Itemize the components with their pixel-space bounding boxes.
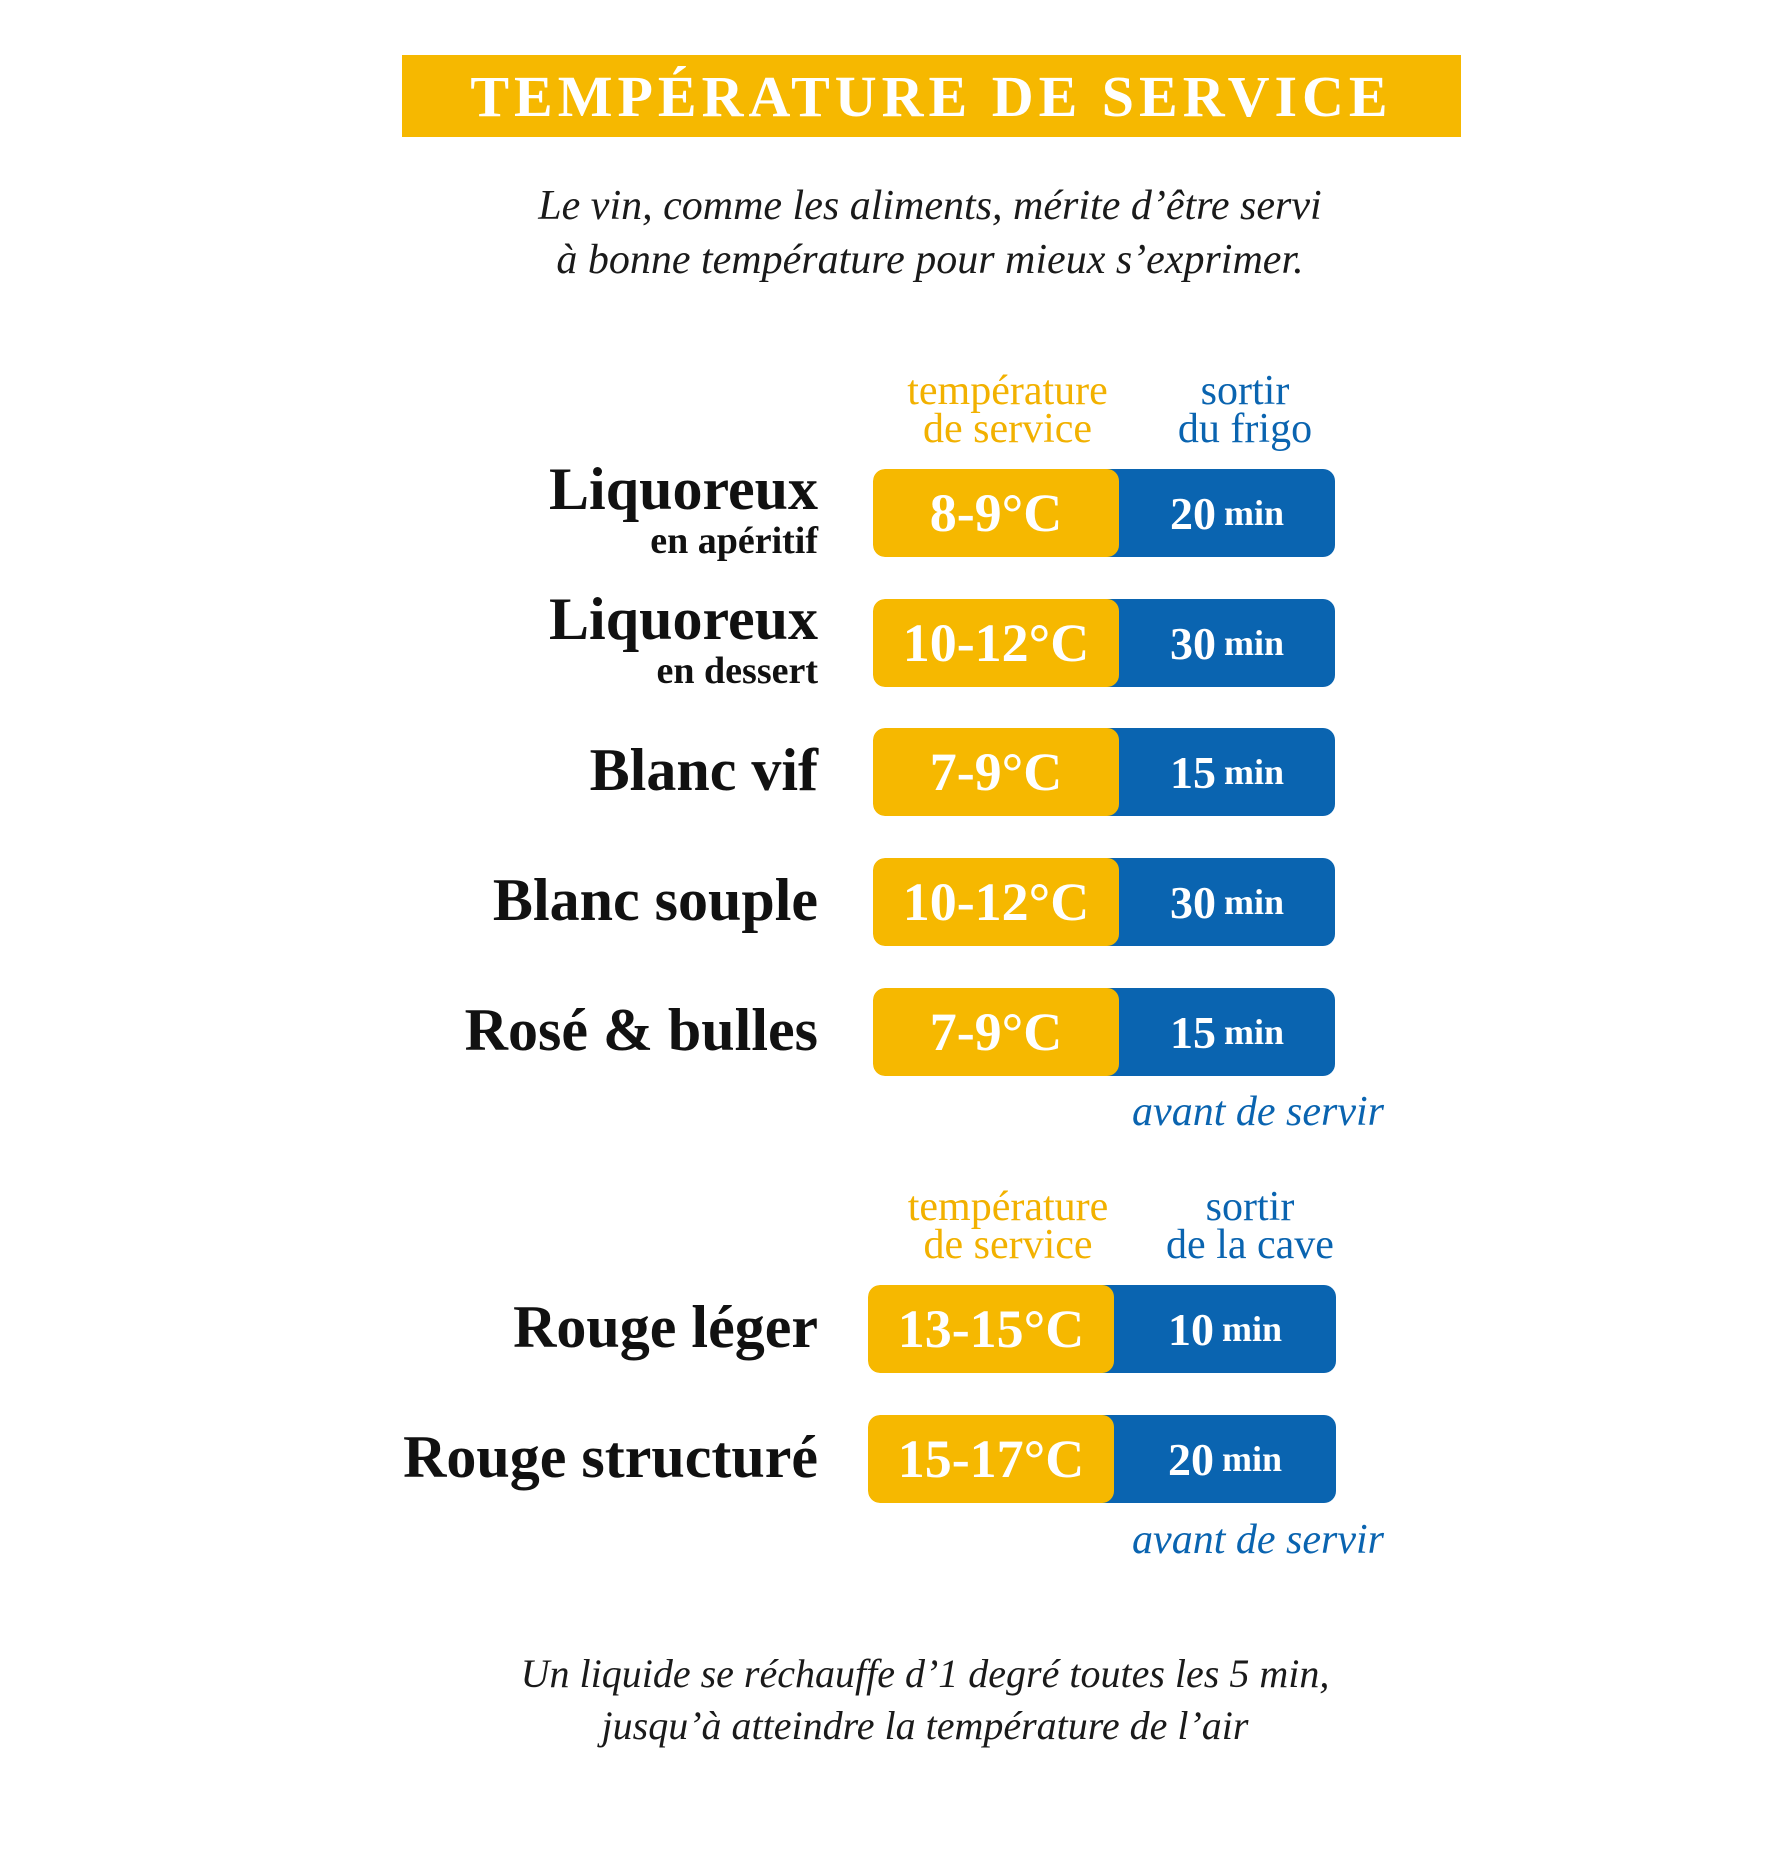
header-time-2: sortir de la cave	[1140, 1184, 1360, 1268]
wait-time: 30 min	[1107, 858, 1335, 946]
wait-time-value: 15	[1169, 746, 1216, 798]
wine-subtitle: en dessert	[656, 650, 818, 692]
wine-label: Liquoreux en apéritif	[200, 457, 818, 561]
wine-name: Rouge structuré	[403, 1424, 818, 1490]
header-temperature-2: température de service	[868, 1184, 1148, 1268]
page-title: TEMPÉRATURE DE SERVICE	[470, 63, 1393, 129]
footer-line-1: Un liquide se réchauffe d’1 degré toutes…	[520, 1651, 1330, 1696]
wait-time-unit: min	[1223, 493, 1284, 533]
wine-label: Rosé & bulles	[200, 998, 818, 1062]
wine-name: Rouge léger	[513, 1294, 818, 1360]
title-banner: TEMPÉRATURE DE SERVICE	[402, 55, 1461, 137]
header-time-line2: du frigo	[1177, 406, 1313, 452]
wait-time: 20 min	[1107, 469, 1335, 557]
temperature-pill: 15-17°C 20 min	[868, 1415, 1336, 1503]
temperature-pill: 13-15°C 10 min	[868, 1285, 1336, 1373]
wine-label: Blanc vif	[200, 738, 818, 802]
service-temperature: 10-12°C	[873, 858, 1119, 946]
intro-line-1: Le vin, comme les aliments, mérite d’êtr…	[538, 183, 1322, 229]
wait-time-value: 30	[1169, 876, 1216, 928]
wait-time-value: 20	[1169, 487, 1216, 539]
wine-subtitle: en apéritif	[650, 520, 818, 562]
wait-time-value: 10	[1167, 1303, 1214, 1355]
wait-time: 20 min	[1102, 1415, 1336, 1503]
wait-time: 15 min	[1107, 988, 1335, 1076]
intro-line-2: à bonne température pour mieux s’exprime…	[556, 237, 1304, 283]
temperature-pill: 7-9°C 15 min	[873, 728, 1335, 816]
wait-time: 30 min	[1107, 599, 1335, 687]
header-temperature-line2: de service	[923, 1222, 1093, 1268]
header-time-line2: de la cave	[1166, 1222, 1334, 1268]
wait-time: 10 min	[1102, 1285, 1336, 1373]
wine-name: Rosé & bulles	[464, 997, 818, 1063]
wine-label: Liquoreux en dessert	[200, 587, 818, 691]
wait-time-unit: min	[1221, 1309, 1282, 1349]
header-time: sortir du frigo	[1150, 368, 1340, 452]
wait-time-unit: min	[1223, 752, 1284, 792]
wait-time-unit: min	[1223, 882, 1284, 922]
service-temperature: 10-12°C	[873, 599, 1119, 687]
note-avant-servir-1: avant de servir	[1132, 1089, 1384, 1135]
temperature-pill: 7-9°C 15 min	[873, 988, 1335, 1076]
service-temperature: 8-9°C	[873, 469, 1119, 557]
wine-name: Blanc souple	[492, 867, 818, 933]
wine-name: Liquoreux	[549, 456, 818, 522]
service-temperature: 7-9°C	[873, 728, 1119, 816]
header-temperature: température de service	[870, 368, 1145, 452]
header-temperature-line2: de service	[922, 406, 1093, 452]
wait-time-unit: min	[1223, 1012, 1284, 1052]
service-temperature: 7-9°C	[873, 988, 1119, 1076]
wine-name: Liquoreux	[549, 586, 818, 652]
wine-label: Blanc souple	[200, 868, 818, 932]
header-time-line1: sortir	[1205, 1184, 1295, 1230]
temperature-pill: 10-12°C 30 min	[873, 858, 1335, 946]
wait-time-value: 30	[1169, 617, 1216, 669]
wait-time-value: 20	[1167, 1433, 1214, 1485]
header-temperature-line1: température	[907, 368, 1108, 414]
header-temperature-line1: température	[907, 1184, 1109, 1230]
wait-time-unit: min	[1221, 1439, 1282, 1479]
wait-time: 15 min	[1107, 728, 1335, 816]
service-temperature: 13-15°C	[868, 1285, 1114, 1373]
wait-time-value: 15	[1169, 1006, 1216, 1058]
note-avant-servir-2: avant de servir	[1132, 1517, 1384, 1563]
wine-label: Rouge léger	[200, 1295, 818, 1359]
footer-line-2: jusqu’à atteindre la température de l’ai…	[601, 1703, 1249, 1748]
wait-time-unit: min	[1223, 623, 1284, 663]
wine-name: Blanc vif	[589, 737, 818, 803]
temperature-pill: 8-9°C 20 min	[873, 469, 1335, 557]
header-time-line1: sortir	[1200, 368, 1290, 414]
temperature-pill: 10-12°C 30 min	[873, 599, 1335, 687]
wine-label: Rouge structuré	[200, 1425, 818, 1489]
service-temperature: 15-17°C	[868, 1415, 1114, 1503]
